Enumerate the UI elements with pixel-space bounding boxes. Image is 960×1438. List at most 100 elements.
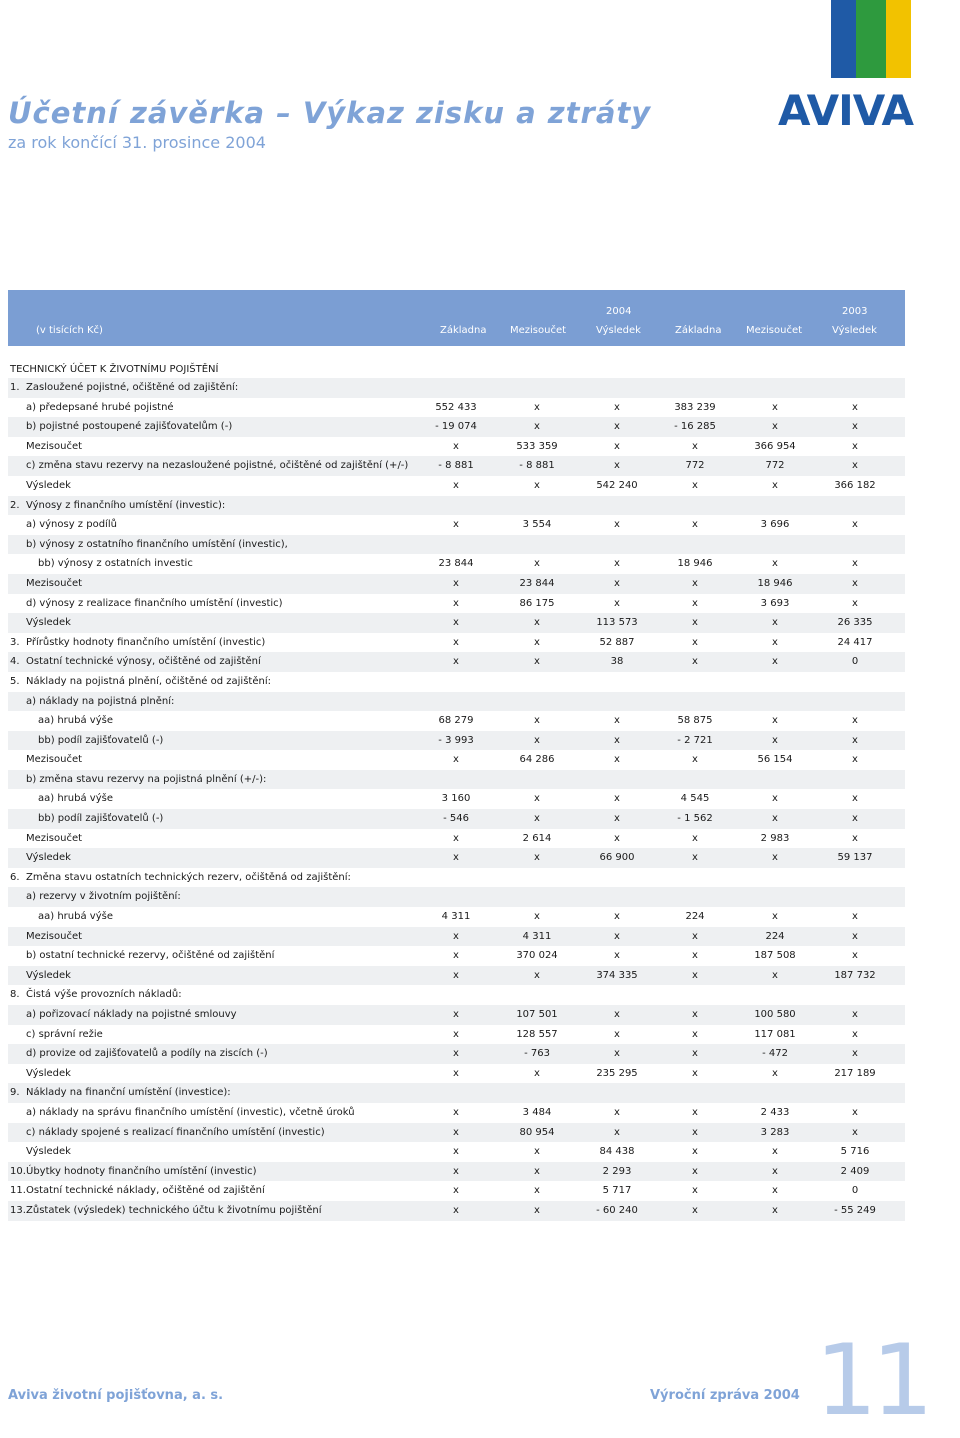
row-value: x — [692, 1185, 698, 1197]
row-value: x — [453, 1185, 459, 1197]
row-value: - 546 — [443, 813, 469, 825]
table-row: bb) podíl zajišťovatelů (-) - 546 x x - 1 56… — [8, 809, 905, 829]
row-value: x — [692, 754, 698, 766]
col-zakladna-2004: Základna — [440, 325, 487, 336]
row-value: x — [692, 479, 698, 491]
row-value: x — [534, 558, 540, 570]
row-label: a) pořizovací náklady na pojistné smlouv… — [26, 1009, 237, 1020]
row-value: x — [772, 1204, 778, 1216]
row-value: x — [692, 969, 698, 981]
row-value: x — [614, 401, 620, 413]
table-row: Mezisoučet x 23 844 x x 18 946 x — [8, 573, 905, 594]
row-value: x — [453, 479, 459, 491]
statement-table: 1. Zasloužené pojistné, očištěné od zajiš… — [8, 378, 905, 1221]
row-value: x — [692, 1028, 698, 1040]
row-value: x — [453, 519, 459, 531]
row-value: 3 160 — [441, 793, 471, 805]
row-value: x — [772, 1165, 778, 1177]
table-row: Mezisoučet x 4 311 x x 224 x — [8, 926, 905, 947]
row-number: 9. — [10, 1087, 20, 1099]
aviva-logo — [831, 0, 911, 78]
row-value: 26 335 — [837, 617, 873, 629]
row-value: - 472 — [762, 1048, 788, 1060]
row-value: x — [534, 1185, 540, 1197]
row-label: b) výnosy z ostatního finančního umístěn… — [26, 538, 288, 550]
table-row: 11. Ostatní technické náklady, očištěné o… — [8, 1181, 905, 1201]
row-value: 4 545 — [680, 793, 710, 805]
row-value: 2 433 — [760, 1106, 790, 1118]
row-value: x — [692, 656, 698, 668]
row-label: Ostatní technické náklady, očištěné od z… — [26, 1185, 265, 1197]
col-vysledek-2003: Výsledek — [832, 325, 877, 336]
row-label: Zůstatek (výsledek) technického účtu k ž… — [26, 1204, 322, 1216]
row-value: x — [852, 715, 858, 727]
row-label: d) provize od zajišťovatelů a podíly na … — [26, 1048, 268, 1060]
row-value: x — [692, 1204, 698, 1216]
row-value: x — [614, 597, 620, 609]
table-row: a) náklady na pojistná plnění: — [8, 691, 905, 712]
table-row: 13. Zůstatek (výsledek) technického účtu … — [8, 1200, 905, 1221]
row-value: - 55 249 — [834, 1204, 876, 1216]
row-value: x — [614, 577, 620, 589]
row-value: x — [534, 813, 540, 825]
table-row: Výsledek x x 235 295 x x 217 189 — [8, 1064, 905, 1084]
row-label: b) změna stavu rezervy na pojistná plněn… — [26, 773, 267, 785]
row-value: x — [852, 832, 858, 844]
row-value: x — [852, 1126, 858, 1138]
table-row: Výsledek x x 374 335 x x 187 732 — [8, 965, 905, 986]
row-label: Mezisoučet — [26, 440, 83, 452]
row-value: 18 946 — [757, 577, 793, 589]
year-2003: 2003 — [842, 306, 868, 317]
row-value: 107 501 — [516, 1009, 558, 1020]
row-value: x — [534, 1146, 540, 1158]
row-value: x — [852, 813, 858, 825]
row-value: x — [614, 1048, 620, 1060]
table-row: a) předepsané hrubé pojistné 552 433 x x 383… — [8, 398, 905, 418]
row-value: 0 — [851, 656, 859, 668]
row-value: x — [852, 950, 858, 962]
row-value: x — [692, 597, 698, 609]
row-value: 224 — [765, 930, 785, 942]
row-value: x — [772, 656, 778, 668]
row-label: a) rezervy v životním pojištění: — [26, 891, 181, 903]
row-number: 2. — [10, 499, 20, 511]
row-value: x — [453, 930, 459, 942]
table-row: a) pořizovací náklady na pojistné smlouv… — [8, 1005, 905, 1025]
row-label: Ostatní technické výnosy, očištěné od za… — [26, 656, 261, 668]
row-value: x — [614, 460, 620, 472]
row-number: 11. — [10, 1185, 26, 1197]
table-header: 2004 2003 (v tisících Kč) Základna Mezis… — [8, 290, 905, 346]
row-value: 86 175 — [519, 597, 555, 609]
row-value: x — [534, 1204, 540, 1216]
row-label: Čistá výše provozních nákladů: — [26, 989, 182, 1001]
row-value: 5 716 — [840, 1146, 870, 1158]
row-value: - 3 993 — [438, 734, 474, 746]
row-value: x — [614, 1126, 620, 1138]
row-value: 4 311 — [522, 930, 552, 942]
row-value: 533 359 — [516, 440, 558, 452]
row-label: Výnosy z finančního umístění (investic): — [26, 499, 226, 511]
table-row: 10. Úbytky hodnoty finančního umístění (i… — [8, 1161, 905, 1182]
row-value: x — [453, 577, 459, 589]
section-title: TECHNICKÝ ÚČET K ŽIVOTNÍMU POJIŠTĚNÍ — [10, 364, 219, 375]
row-value: x — [692, 1067, 698, 1079]
row-value: x — [772, 852, 778, 864]
table-row: aa) hrubá výše 68 279 x x 58 875 x x — [8, 711, 905, 731]
year-2004: 2004 — [606, 306, 632, 317]
table-row: b) změna stavu rezervy na pojistná plněn… — [8, 769, 905, 790]
table-row: b) ostatní technické rezervy, očištěné o… — [8, 946, 905, 966]
row-label: Přírůstky hodnoty finančního umístění (i… — [26, 636, 266, 648]
row-value: x — [453, 832, 459, 844]
row-label: Výsledek — [26, 852, 71, 864]
row-label: bb) podíl zajišťovatelů (-) — [38, 734, 164, 746]
row-value: x — [453, 1106, 459, 1118]
row-value: x — [852, 460, 858, 472]
row-value: 772 — [765, 460, 785, 472]
row-label: c) náklady spojené s realizací finančníh… — [26, 1126, 325, 1138]
page-subtitle: za rok končící 31. prosince 2004 — [8, 133, 266, 152]
row-number: 3. — [10, 636, 20, 648]
row-value: 128 557 — [516, 1028, 558, 1040]
row-label: aa) hrubá výše — [38, 715, 113, 727]
row-value: x — [534, 969, 540, 981]
row-label: aa) hrubá výše — [38, 793, 113, 805]
